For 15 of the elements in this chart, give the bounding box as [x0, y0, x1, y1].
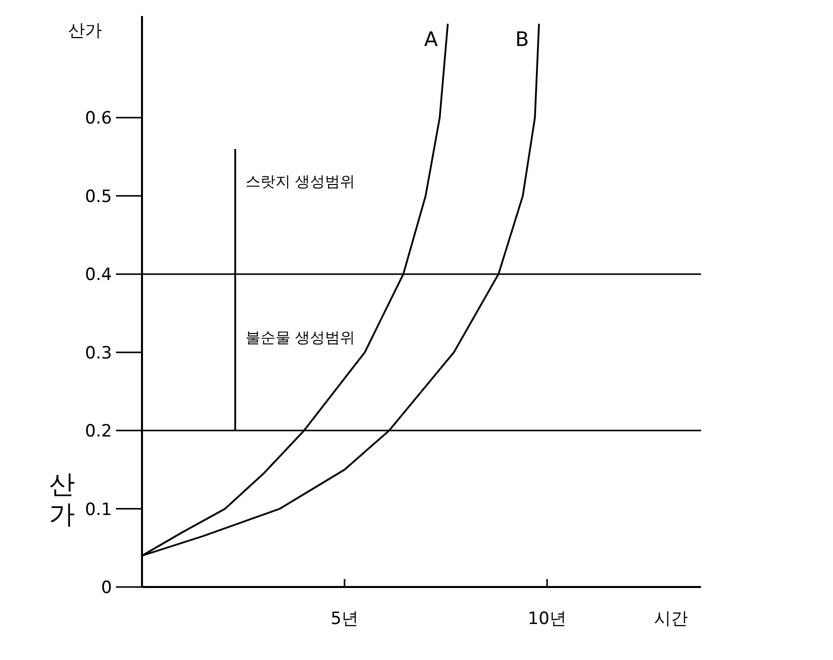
annotation: 스랏지 생성범위	[245, 172, 356, 190]
y-tick-label: 0.1	[84, 500, 112, 520]
y-tick-label: 0.4	[84, 265, 112, 286]
x-tick-label: 5년	[330, 609, 358, 629]
x-tick-label: 10년	[528, 609, 566, 629]
y-tick-label: 0.3	[84, 343, 112, 364]
x-axis-title: 시간	[654, 609, 688, 629]
y-tick-label: 0.6	[84, 108, 112, 129]
y-tick-label: 0.2	[84, 422, 112, 442]
annotation: 불순물 생성범위	[245, 328, 356, 347]
y-tick-label: 0.5	[84, 186, 112, 207]
y-axis-title: 산가	[68, 21, 102, 41]
series-label: B	[515, 26, 529, 51]
y-tick-label: 0	[101, 578, 112, 598]
series-label: A	[424, 26, 438, 51]
